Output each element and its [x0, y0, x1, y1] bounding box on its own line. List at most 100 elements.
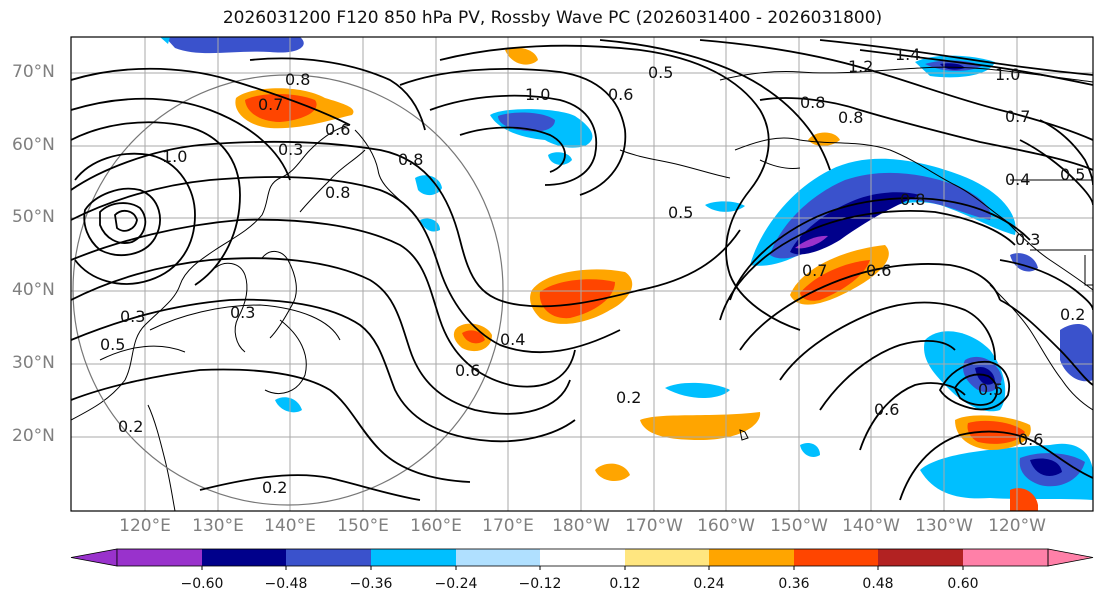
lon-label: 120°W: [988, 516, 1046, 536]
lon-label: 170°W: [625, 516, 683, 536]
contour-label: 1.2: [848, 57, 873, 76]
contour-label: 0.5: [100, 335, 125, 354]
contour-labels: 0.7 0.8 0.6 0.5 0.3 1.0 0.8 0.6 0.5 1.2 …: [100, 45, 1085, 497]
colorbar-tick-label: 0.36: [778, 576, 810, 592]
contour-label: 0.7: [802, 261, 827, 280]
contour-label: 0.5: [648, 63, 673, 82]
colorbar-tick-label: −0.60: [180, 576, 224, 592]
contour-label: 0.8: [325, 183, 350, 202]
lon-label: 160°E: [410, 516, 462, 536]
contour-label: 0.8: [285, 70, 310, 89]
lon-label: 130°E: [192, 516, 244, 536]
anomaly-negative: [548, 152, 572, 165]
contour-label: 0.7: [1005, 107, 1030, 126]
map-frame: [70, 36, 1094, 512]
map-area: [71, 37, 1093, 511]
contour-label: 0.2: [1060, 305, 1085, 324]
colorbar-segment: [456, 549, 540, 566]
anomaly-shading: [160, 37, 1093, 511]
contour-label: 0.6: [455, 361, 480, 380]
graticule: [71, 37, 1093, 511]
lon-label: 150°W: [770, 516, 828, 536]
contour-label: 0.4: [500, 330, 525, 349]
lat-label: 70°N: [12, 62, 55, 82]
contour-label: 0.5: [1060, 165, 1085, 184]
pv-contours: [71, 39, 1093, 501]
colorbar-tick-label: −0.12: [518, 576, 562, 592]
lat-label: 40°N: [12, 280, 55, 300]
lon-label: 130°W: [915, 516, 973, 536]
lat-label: 50°N: [12, 207, 55, 227]
lon-label: 160°W: [697, 516, 755, 536]
contour-label: 0.2: [262, 478, 287, 497]
lon-label: 140°W: [842, 516, 900, 536]
colorbar-segment: [709, 549, 794, 566]
anomaly-positive: [539, 279, 615, 319]
colorbar-segment: [963, 549, 1048, 566]
colorbar-tick-label: 0.24: [693, 576, 725, 592]
contour-label: 1.0: [995, 65, 1020, 84]
contour-label: 0.8: [900, 190, 925, 209]
anomaly-negative: [165, 37, 304, 54]
anomaly-negative: [275, 397, 302, 413]
colorbar-tick-label: −0.36: [349, 576, 393, 592]
lon-label: 170°E: [482, 516, 534, 536]
anomaly-negative: [160, 37, 170, 44]
lon-label: 120°E: [119, 516, 171, 536]
anomaly-negative: [420, 218, 440, 232]
anomaly-positive: [595, 463, 630, 482]
colorbar-tick-label: 0.12: [609, 576, 641, 592]
contour-label: 0.8: [838, 108, 863, 127]
anomaly-negative: [415, 175, 442, 196]
contour-label: 0.8: [398, 150, 423, 169]
contour-label: 0.4: [1005, 170, 1030, 189]
colorbar-segment: [540, 549, 625, 566]
contour-label: 0.6: [325, 120, 350, 139]
contour-label: 0.3: [230, 303, 255, 322]
colorbar-segment: [371, 549, 456, 566]
lon-label: 180°W: [552, 516, 610, 536]
contour-label: 0.7: [258, 95, 283, 114]
colorbar: [70, 548, 1094, 570]
contour-label: 0.2: [118, 417, 143, 436]
map-title: 2026031200 F120 850 hPa PV, Rossby Wave …: [222, 8, 883, 28]
contour-label: 0.3: [120, 307, 145, 326]
colorbar-tick-label: −0.24: [434, 576, 478, 592]
coastlines: [71, 66, 1093, 511]
lon-label: 140°E: [264, 516, 316, 536]
colorbar-segment: [625, 549, 709, 566]
reference-circle: [72, 74, 504, 506]
contour-label: 0.8: [800, 93, 825, 112]
anomaly-negative: [795, 235, 828, 249]
colorbar-segment: [117, 549, 202, 566]
lat-label: 20°N: [12, 426, 55, 446]
colorbar-segment: [794, 549, 878, 566]
contour-label: 1.4: [895, 45, 920, 64]
colorbar-tick-label: −0.48: [264, 576, 308, 592]
contour-label: 1.0: [162, 147, 187, 166]
contour-label: 0.3: [1015, 230, 1040, 249]
anomaly-negative: [665, 382, 730, 398]
colorbar-frame: [116, 548, 1049, 567]
colorbar-segment: [202, 549, 286, 566]
lat-label: 30°N: [12, 353, 55, 373]
anomaly-positive: [640, 412, 761, 440]
anomaly-negative: [940, 63, 965, 70]
anomaly-negative: [800, 443, 820, 457]
lat-label: 60°N: [12, 135, 55, 155]
lon-label: 150°E: [337, 516, 389, 536]
colorbar-segment: [286, 549, 371, 566]
contour-label: 0.5: [668, 203, 693, 222]
contour-label: 0.6: [608, 85, 633, 104]
colorbar-segment: [878, 549, 963, 566]
anomaly-positive: [245, 94, 317, 122]
anomaly-negative: [1060, 324, 1093, 382]
pv-contours-thin: [99, 304, 341, 394]
colorbar-extend-low: [70, 548, 118, 567]
anomaly-positive: [462, 330, 485, 344]
colorbar-tick-label: 0.60: [947, 576, 979, 592]
contour-label: 0.5: [978, 380, 1003, 399]
contour-label: 0.6: [874, 400, 899, 419]
contour-label: 0.2: [616, 388, 641, 407]
